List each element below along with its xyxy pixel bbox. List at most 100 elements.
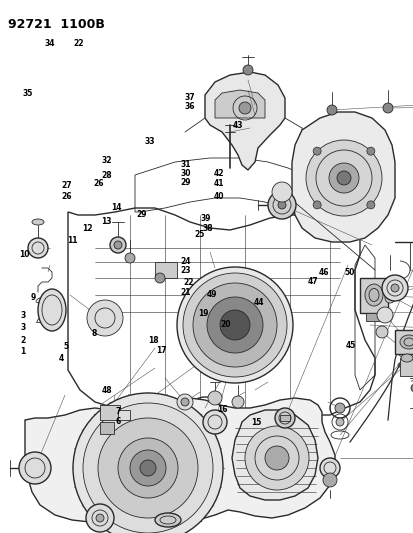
Text: 31: 31	[180, 160, 190, 168]
Circle shape	[264, 446, 288, 470]
Circle shape	[96, 514, 104, 522]
Text: 29: 29	[180, 178, 190, 187]
Bar	[399, 358, 413, 376]
Circle shape	[73, 393, 223, 533]
Text: 46: 46	[318, 269, 328, 277]
Circle shape	[202, 410, 226, 434]
Circle shape	[328, 163, 358, 193]
Text: 26: 26	[62, 192, 72, 200]
Text: 28: 28	[101, 172, 112, 180]
Circle shape	[335, 418, 343, 426]
Circle shape	[242, 65, 252, 75]
Text: 43: 43	[232, 121, 243, 130]
Text: 13: 13	[101, 217, 112, 225]
Circle shape	[180, 398, 189, 406]
Circle shape	[305, 140, 381, 216]
Text: 19: 19	[198, 309, 209, 318]
Circle shape	[87, 300, 123, 336]
Circle shape	[86, 504, 114, 532]
Circle shape	[98, 418, 197, 518]
Text: 6: 6	[115, 417, 120, 425]
Ellipse shape	[38, 289, 66, 331]
Circle shape	[366, 201, 374, 209]
Text: 22: 22	[183, 278, 193, 287]
Circle shape	[130, 450, 166, 486]
Ellipse shape	[400, 354, 412, 362]
Circle shape	[274, 408, 294, 428]
Text: 15: 15	[251, 418, 261, 426]
Polygon shape	[25, 398, 334, 522]
Text: 22: 22	[73, 39, 84, 48]
Circle shape	[410, 384, 413, 392]
Circle shape	[375, 326, 387, 338]
Text: 3: 3	[20, 323, 25, 332]
Text: 42: 42	[213, 169, 223, 177]
Text: 3: 3	[20, 311, 25, 320]
Bar	[118, 410, 130, 420]
Text: 14: 14	[110, 204, 121, 212]
Text: 18: 18	[147, 336, 158, 344]
Circle shape	[366, 147, 374, 155]
Circle shape	[334, 403, 344, 413]
Text: 36: 36	[184, 102, 195, 111]
Text: 44: 44	[253, 298, 263, 307]
Circle shape	[192, 283, 276, 367]
Text: 33: 33	[144, 137, 155, 146]
Text: 37: 37	[184, 93, 195, 101]
Circle shape	[312, 201, 320, 209]
Bar	[100, 405, 120, 420]
Text: 21: 21	[180, 288, 190, 296]
Bar	[365, 313, 381, 321]
Circle shape	[336, 171, 350, 185]
Text: 1: 1	[20, 348, 25, 356]
Text: 8: 8	[92, 329, 97, 337]
Text: 92721  1100B: 92721 1100B	[8, 18, 104, 31]
Bar	[100, 422, 114, 434]
Text: 10: 10	[19, 251, 30, 259]
Text: 26: 26	[93, 180, 104, 188]
Bar	[394, 330, 413, 354]
Text: 48: 48	[101, 386, 112, 394]
Text: 16: 16	[217, 405, 228, 414]
Circle shape	[319, 458, 339, 478]
Text: 32: 32	[101, 157, 112, 165]
Circle shape	[382, 103, 392, 113]
Text: 34: 34	[44, 39, 55, 48]
Text: 20: 20	[220, 320, 230, 328]
Text: 9: 9	[31, 293, 36, 302]
Circle shape	[267, 191, 295, 219]
Circle shape	[326, 105, 336, 115]
Circle shape	[244, 426, 308, 490]
Ellipse shape	[399, 335, 413, 349]
Circle shape	[118, 438, 178, 498]
Circle shape	[381, 275, 407, 301]
Text: 49: 49	[206, 290, 217, 298]
Circle shape	[19, 452, 51, 484]
Text: 25: 25	[194, 230, 204, 239]
Text: 40: 40	[213, 192, 223, 200]
Circle shape	[238, 102, 250, 114]
Ellipse shape	[154, 513, 180, 527]
Circle shape	[376, 307, 392, 323]
Ellipse shape	[32, 219, 44, 225]
Circle shape	[207, 391, 221, 405]
Text: 4: 4	[59, 354, 64, 362]
Text: 30: 30	[180, 169, 190, 177]
Polygon shape	[291, 112, 394, 242]
Polygon shape	[231, 410, 317, 500]
Bar	[279, 415, 289, 421]
Circle shape	[140, 460, 156, 476]
Circle shape	[312, 147, 320, 155]
Text: 23: 23	[180, 266, 190, 275]
Circle shape	[125, 253, 135, 263]
Circle shape	[231, 396, 243, 408]
Text: 47: 47	[306, 277, 317, 286]
Circle shape	[177, 394, 192, 410]
Text: 5: 5	[64, 342, 69, 351]
Circle shape	[28, 238, 48, 258]
Circle shape	[183, 273, 286, 377]
Text: 2: 2	[20, 336, 25, 344]
Circle shape	[271, 182, 291, 202]
Text: 11: 11	[67, 237, 78, 245]
Ellipse shape	[402, 362, 413, 367]
